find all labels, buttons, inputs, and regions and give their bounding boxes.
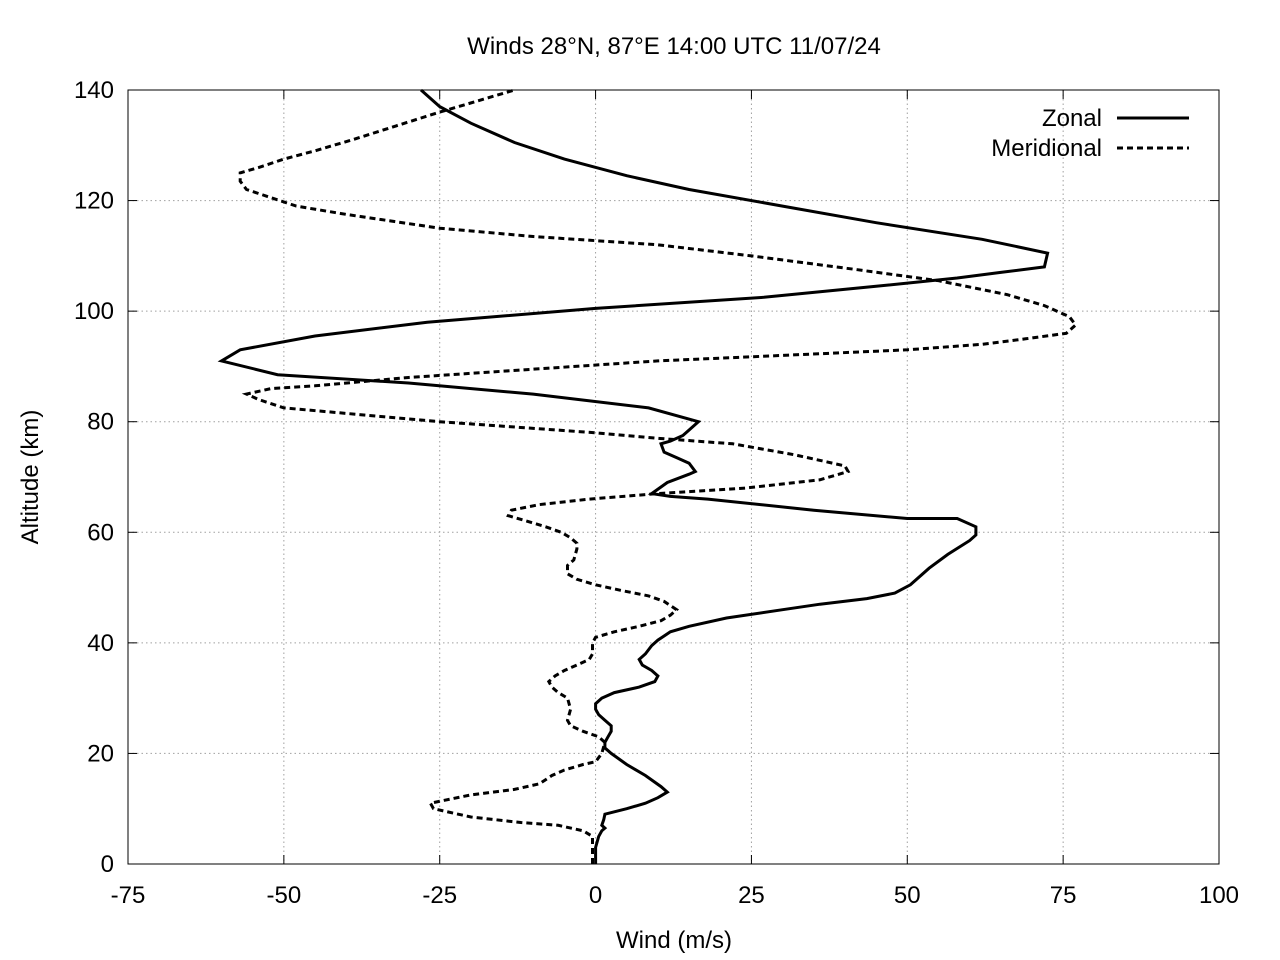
x-tick-label: 25 <box>738 882 765 909</box>
y-tick-label: 140 <box>74 77 114 104</box>
plot-frame <box>127 89 1220 865</box>
y-axis-label: Altitude (km) <box>17 410 44 545</box>
y-tick-label: 60 <box>87 519 114 546</box>
y-tick-label: 0 <box>101 851 114 878</box>
chart-title: Winds 28°N, 87°E 14:00 UTC 11/07/24 <box>467 33 881 60</box>
legend: Zonal Meridional <box>991 105 1189 162</box>
y-tick-labels: 0 20 40 60 80 100 120 140 <box>74 77 114 878</box>
x-tick-label: 100 <box>1199 882 1239 909</box>
y-tick-label: 120 <box>74 188 114 215</box>
x-tick-label: 75 <box>1050 882 1077 909</box>
x-tick-label: -25 <box>422 882 457 909</box>
series-layer <box>217 88 1078 864</box>
series-line-zonal <box>217 88 1050 864</box>
series-line-meridional <box>238 88 1078 864</box>
x-tick-label: 50 <box>894 882 921 909</box>
x-tick-label: 0 <box>589 882 602 909</box>
x-tick-labels: -75 -50 -25 0 25 50 75 100 <box>111 882 1239 909</box>
y-tick-label: 40 <box>87 630 114 657</box>
y-tick-label: 20 <box>87 740 114 767</box>
legend-label-meridional: Meridional <box>991 135 1102 162</box>
x-axis-label: Wind (m/s) <box>616 927 732 954</box>
legend-label-zonal: Zonal <box>1042 105 1102 132</box>
x-tick-label: -50 <box>267 882 302 909</box>
grid-layer <box>128 90 1219 864</box>
ticks-layer <box>127 89 1220 865</box>
x-tick-label: -75 <box>111 882 146 909</box>
y-tick-label: 80 <box>87 409 114 436</box>
y-tick-label: 100 <box>74 298 114 325</box>
